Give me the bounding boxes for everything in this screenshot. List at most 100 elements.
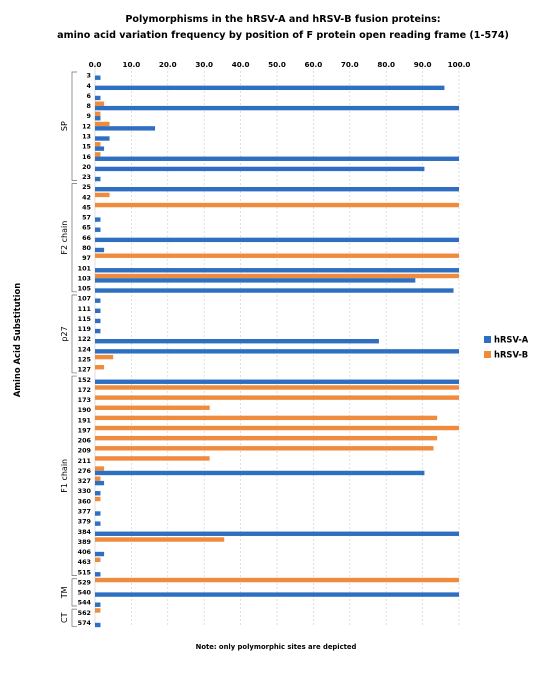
segment-label: CT	[60, 612, 69, 623]
bar-hrsv-b	[95, 577, 459, 583]
bar-hrsv-a	[95, 491, 101, 496]
bar-hrsv-a	[95, 511, 101, 516]
category-label: 3	[87, 72, 91, 80]
category-label: 23	[82, 173, 91, 181]
legend-swatch	[484, 351, 491, 358]
bar-hrsv-a	[95, 349, 459, 354]
bar-hrsv-a	[95, 379, 459, 384]
category-label: 66	[82, 234, 91, 242]
category-label: 191	[78, 416, 91, 424]
bar-hrsv-b	[95, 121, 110, 127]
category-label: 389	[78, 538, 92, 546]
bars	[95, 75, 459, 628]
bar-hrsv-a	[95, 186, 459, 192]
bar-hrsv-a	[95, 318, 101, 324]
bar-hrsv-b	[95, 415, 438, 421]
category-label: 544	[78, 599, 92, 607]
category-label: 119	[78, 325, 92, 333]
category-label: 122	[78, 335, 91, 343]
category-label: 197	[78, 426, 91, 434]
bar-hrsv-a	[95, 95, 101, 101]
bar-hrsv-b	[95, 142, 101, 147]
category-label: 152	[78, 376, 91, 384]
bar-hrsv-b	[95, 354, 114, 360]
bar-hrsv-a	[95, 298, 101, 303]
bar-hrsv-b	[95, 466, 105, 471]
bar-hrsv-a	[95, 551, 105, 557]
segment-brackets: SP F2 chain p27 F1 chain TM CT	[60, 71, 77, 627]
bar-hrsv-a	[95, 531, 459, 536]
category-label: 20	[82, 163, 91, 171]
x-tick-label: 10.0	[123, 60, 141, 69]
category-label: 540	[78, 589, 92, 597]
x-tick-label: 70.0	[341, 60, 359, 69]
category-label: 111	[78, 305, 91, 313]
bar-hrsv-b	[95, 365, 105, 370]
segment-bracket	[71, 294, 77, 374]
category-label: 6	[87, 92, 92, 100]
category-label: 125	[78, 355, 91, 363]
category-label: 25	[82, 183, 91, 191]
bar-hrsv-b	[95, 456, 210, 461]
bar-hrsv-a	[95, 592, 459, 597]
bar-hrsv-b	[95, 253, 459, 258]
legend-label: hRSV-B	[494, 350, 528, 360]
x-tick-label: 20.0	[159, 60, 177, 69]
category-label: 330	[78, 487, 92, 495]
bar-hrsv-b	[95, 385, 459, 390]
bar-hrsv-a	[95, 308, 101, 314]
category-label: 562	[78, 609, 91, 617]
bar-hrsv-b	[95, 152, 101, 157]
category-label: 574	[78, 619, 92, 627]
bar-hrsv-b	[95, 476, 101, 481]
bar-hrsv-b	[95, 496, 101, 502]
x-tick-label: 100.0	[448, 60, 471, 69]
category-label: 209	[78, 447, 92, 455]
x-tick-label: 80.0	[377, 60, 395, 69]
bar-hrsv-a	[95, 126, 156, 131]
bar-hrsv-a	[95, 146, 105, 151]
bar-hrsv-b	[95, 273, 459, 279]
bar-hrsv-a	[95, 328, 101, 334]
bar-hrsv-a	[95, 105, 459, 111]
bar-hrsv-a	[95, 176, 101, 182]
category-label: 384	[78, 528, 92, 536]
category-label: 42	[82, 193, 91, 201]
category-label: 107	[78, 295, 91, 303]
category-label: 65	[82, 224, 91, 232]
category-label: 4	[87, 82, 92, 90]
segment-bracket	[71, 71, 77, 181]
bar-hrsv-a	[95, 156, 459, 161]
bar-hrsv-b	[95, 101, 105, 106]
legend: hRSV-A hRSV-B	[484, 335, 529, 360]
bar-hrsv-a	[95, 572, 101, 577]
bar-hrsv-a	[95, 237, 459, 243]
legend-label: hRSV-A	[494, 335, 529, 345]
bar-hrsv-b	[95, 425, 459, 431]
category-label: 127	[78, 366, 91, 374]
x-axis-ticks: 0.0 10.0 20.0 30.0 40.0 50.0 60.0 70.0 80.0 90.0 1…	[89, 60, 471, 69]
category-label: 360	[78, 497, 92, 505]
category-label: 406	[78, 548, 92, 556]
segment-label: F1 chain	[60, 459, 69, 493]
bar-hrsv-b	[95, 557, 101, 562]
category-label: 80	[82, 244, 91, 252]
category-label: 8	[87, 102, 92, 110]
category-label: 463	[78, 558, 91, 566]
bar-hrsv-b	[95, 405, 210, 410]
category-label: 16	[82, 153, 91, 161]
x-tick-label: 40.0	[232, 60, 250, 69]
segment-bracket	[71, 183, 77, 293]
bar-hrsv-b	[95, 435, 438, 441]
bar-hrsv-a	[95, 217, 101, 222]
segment-label: p27	[60, 326, 69, 341]
bar-hrsv-b	[95, 395, 459, 400]
category-label: 327	[78, 477, 91, 485]
segment-label: SP	[60, 121, 69, 131]
category-label: 211	[78, 457, 91, 465]
category-label: 12	[82, 122, 91, 130]
bar-hrsv-a	[95, 480, 105, 486]
category-label: 124	[78, 345, 92, 353]
segment-label: F2 chain	[60, 221, 69, 255]
category-label: 103	[78, 274, 91, 282]
